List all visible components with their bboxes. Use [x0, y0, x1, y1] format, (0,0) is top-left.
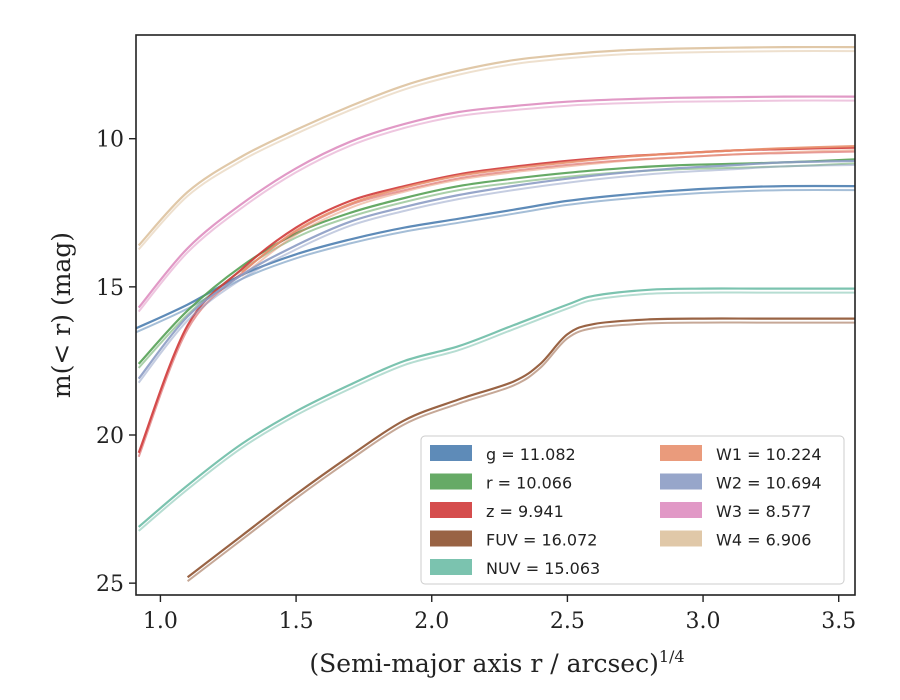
y-tick-label: 15: [96, 276, 124, 301]
x-tick-label: 3.5: [821, 609, 856, 634]
series-line-w4: [137, 45, 855, 247]
series-fuv: [186, 317, 855, 582]
y-tick-label: 10: [96, 128, 124, 153]
legend-label: W4 = 6.906: [716, 531, 811, 550]
legend-item-z: z = 9.941: [430, 502, 564, 521]
series-line-nuv-band: [138, 291, 855, 532]
legend-item-nuv: NUV = 15.063: [430, 559, 600, 578]
series-line-z-band: [137, 150, 855, 458]
legend: g = 11.082 r = 10.066 z = 9.941 FUV = 16.07…: [420, 435, 845, 585]
x-tick-label: 1.5: [279, 609, 314, 634]
series-line-fuv-band: [186, 321, 855, 582]
legend-label: W1 = 10.224: [716, 445, 822, 464]
series-line-nuv: [137, 287, 855, 528]
x-axis-title: (Semi-major axis r / arcsec)1/4: [309, 647, 684, 678]
series-line-r: [137, 158, 855, 365]
legend-swatch: [430, 473, 472, 490]
legend-item-w3: W3 = 8.577: [660, 502, 811, 521]
x-tick-label: 2.0: [414, 609, 449, 634]
series-line-w3: [137, 95, 855, 309]
series-line-w1-band: [241, 149, 855, 277]
x-tick-label: 3.0: [686, 609, 721, 634]
series-line-fuv: [186, 317, 855, 579]
legend-item-w4: W4 = 6.906: [660, 530, 811, 550]
legend-label: W3 = 8.577: [716, 502, 811, 521]
legend-item-g: g = 11.082: [430, 445, 576, 464]
series-line-w2-band: [137, 163, 855, 384]
series-line-w3-band: [137, 99, 855, 313]
y-tick-label: 20: [96, 424, 124, 449]
legend-swatch: [660, 445, 702, 461]
y-axis-title: m(< r) (mag): [47, 232, 76, 398]
series-line-w1: [241, 145, 855, 273]
series-line-w4-band: [137, 50, 855, 251]
x-axis-title-text: (Semi-major axis r / arcsec): [309, 649, 658, 678]
y-tick-label: 25: [96, 572, 124, 597]
legend-item-r: r = 10.066: [430, 473, 572, 493]
legend-label: W2 = 10.694: [716, 474, 822, 493]
series-g: [136, 184, 855, 334]
legend-item-fuv: FUV = 16.072: [430, 530, 597, 550]
series-w3: [137, 95, 855, 313]
legend-box: [420, 435, 845, 585]
legend-swatch: [660, 473, 702, 490]
series-w2: [137, 159, 855, 384]
legend-item-w1: W1 = 10.224: [660, 445, 822, 464]
legend-swatch: [660, 530, 702, 547]
legend-swatch: [430, 502, 472, 518]
x-axis-title-superscript: 1/4: [659, 647, 685, 666]
series-line-w2: [137, 159, 855, 380]
legend-swatch: [430, 445, 472, 461]
legend-label: z = 9.941: [486, 502, 564, 521]
legend-swatch: [430, 559, 472, 575]
x-tick-label: 2.5: [550, 609, 585, 634]
y-axis: 10 15 20 25: [96, 128, 136, 597]
x-tick-label: 1.0: [143, 609, 178, 634]
legend-swatch: [430, 530, 472, 547]
series-w1: [241, 145, 855, 277]
legend-items: g = 11.082 r = 10.066 z = 9.941 FUV = 16.07…: [430, 445, 822, 578]
series-line-g-band: [136, 189, 855, 334]
series-lines: [136, 45, 855, 582]
series-nuv: [137, 287, 855, 532]
legend-label: NUV = 15.063: [486, 559, 600, 578]
legend-label: FUV = 16.072: [486, 531, 597, 550]
legend-item-w2: W2 = 10.694: [660, 473, 822, 493]
legend-label: g = 11.082: [486, 445, 576, 464]
series-w4: [137, 45, 855, 251]
legend-swatch: [660, 502, 702, 518]
legend-label: r = 10.066: [486, 474, 572, 493]
plot-frame: [135, 34, 856, 596]
x-axis: 1.0 1.5 2.0 2.5 3.0 3.5: [143, 595, 856, 634]
series-z: [137, 146, 855, 458]
